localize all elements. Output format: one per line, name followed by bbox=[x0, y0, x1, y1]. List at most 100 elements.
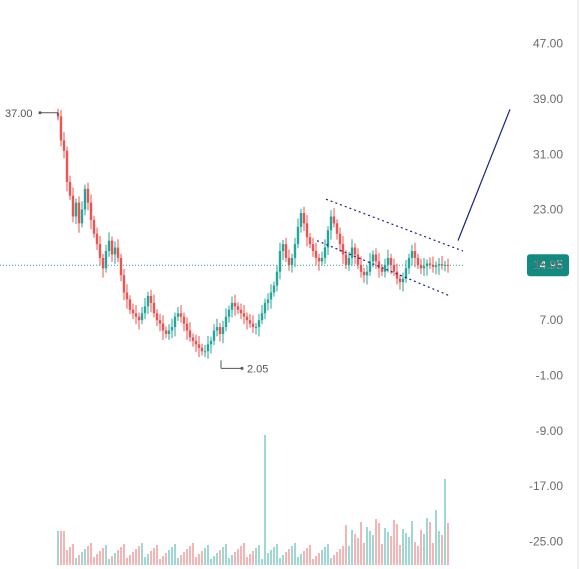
volume-bar bbox=[228, 558, 230, 565]
y-tick-label: -9.00 bbox=[536, 424, 564, 438]
volume-bar bbox=[399, 545, 401, 565]
candle-body bbox=[203, 351, 207, 353]
candle-body bbox=[188, 330, 192, 338]
candle-body bbox=[329, 216, 333, 231]
candle-body bbox=[191, 337, 195, 341]
volume-bar bbox=[387, 532, 389, 565]
y-tick-label: -25.00 bbox=[529, 534, 563, 548]
candle-body bbox=[86, 188, 90, 203]
candle-body bbox=[434, 265, 438, 267]
candle-body bbox=[344, 254, 348, 265]
volume-bar bbox=[309, 545, 311, 565]
candle-body bbox=[158, 320, 162, 324]
candle-body bbox=[263, 302, 267, 314]
candle-body bbox=[62, 140, 66, 151]
candle-body bbox=[239, 309, 243, 314]
volume-bar bbox=[225, 544, 227, 565]
candle-body bbox=[197, 344, 201, 348]
volume-bar bbox=[354, 534, 356, 565]
volume-bar bbox=[198, 554, 200, 565]
candle-body bbox=[410, 251, 414, 258]
high-annotation-label: 37.00 bbox=[5, 108, 33, 120]
volume-bar bbox=[78, 555, 80, 565]
volume-bar bbox=[252, 551, 254, 565]
y-tick-label: -1.00 bbox=[536, 368, 564, 382]
candle-body bbox=[236, 306, 240, 310]
volume-bar bbox=[219, 550, 221, 565]
volume-bar bbox=[312, 559, 314, 565]
volume-bar bbox=[210, 559, 212, 565]
y-tick-label: 47.00 bbox=[533, 37, 563, 51]
volume-bar bbox=[156, 545, 158, 565]
low-annotation-dot bbox=[240, 366, 244, 370]
candle-body bbox=[143, 306, 147, 314]
volume-bar bbox=[192, 543, 194, 565]
volume-bar bbox=[141, 543, 143, 565]
volume-bar bbox=[213, 556, 215, 565]
volume-bar bbox=[165, 553, 167, 565]
volume-bar bbox=[402, 529, 404, 565]
candle-body bbox=[155, 313, 159, 321]
candle-body bbox=[227, 309, 231, 317]
overlay-layer: 14.95 37.00 2.05 bbox=[0, 108, 569, 375]
candle-body bbox=[134, 313, 138, 317]
volume-bar bbox=[360, 522, 362, 565]
candle-body bbox=[167, 330, 171, 334]
volume-bar bbox=[189, 546, 191, 565]
candle-body bbox=[308, 237, 312, 245]
volume-bar bbox=[222, 547, 224, 565]
volume-bar bbox=[318, 553, 320, 565]
candle-body bbox=[350, 247, 354, 258]
candle-body bbox=[119, 257, 123, 276]
candle-body bbox=[65, 150, 69, 182]
candle-body bbox=[107, 240, 111, 252]
volume-bar bbox=[150, 551, 152, 565]
candle-body bbox=[140, 313, 144, 321]
candle-body bbox=[317, 257, 321, 262]
candle-body bbox=[374, 254, 378, 262]
volume-bar bbox=[339, 549, 341, 565]
candle-body bbox=[269, 292, 273, 300]
candle-body bbox=[137, 316, 141, 321]
volume-bar bbox=[276, 544, 278, 565]
volume-bar bbox=[246, 557, 248, 565]
candle-body bbox=[146, 295, 150, 307]
volume-bar bbox=[126, 558, 128, 565]
candle-body bbox=[152, 302, 156, 314]
volume-bar bbox=[411, 521, 413, 565]
candle-body bbox=[74, 202, 78, 217]
low-annotation-label: 2.05 bbox=[247, 363, 268, 375]
volume-bar bbox=[285, 552, 287, 565]
candle-body bbox=[275, 271, 279, 286]
volume-bar bbox=[234, 552, 236, 565]
last-price-label: 14.95 bbox=[533, 258, 563, 272]
candle-body bbox=[200, 347, 204, 352]
volume-bar bbox=[414, 542, 416, 565]
candle-body bbox=[98, 244, 102, 258]
candle-body bbox=[371, 254, 375, 262]
candle-body bbox=[392, 264, 396, 272]
volume-bar bbox=[336, 552, 338, 565]
volume-bar bbox=[426, 518, 428, 565]
volume-bar bbox=[342, 546, 344, 565]
candle-body bbox=[407, 257, 411, 269]
volume-bar bbox=[375, 519, 377, 565]
volume-bar bbox=[144, 557, 146, 565]
candle-body bbox=[122, 275, 126, 293]
candle-body bbox=[248, 320, 252, 324]
volume-bar bbox=[201, 551, 203, 565]
candle-body bbox=[233, 302, 237, 307]
candle-body bbox=[332, 216, 336, 224]
candle-body bbox=[212, 330, 216, 341]
volume-bar bbox=[99, 551, 101, 565]
candle-body bbox=[182, 316, 186, 324]
y-tick-label: 15.00 bbox=[533, 258, 563, 272]
volume-bar bbox=[108, 559, 110, 565]
volume-bar bbox=[243, 543, 245, 565]
candle-body bbox=[260, 313, 264, 321]
volume-bar bbox=[303, 551, 305, 565]
candle-body bbox=[257, 320, 261, 328]
volume-bar bbox=[186, 549, 188, 565]
